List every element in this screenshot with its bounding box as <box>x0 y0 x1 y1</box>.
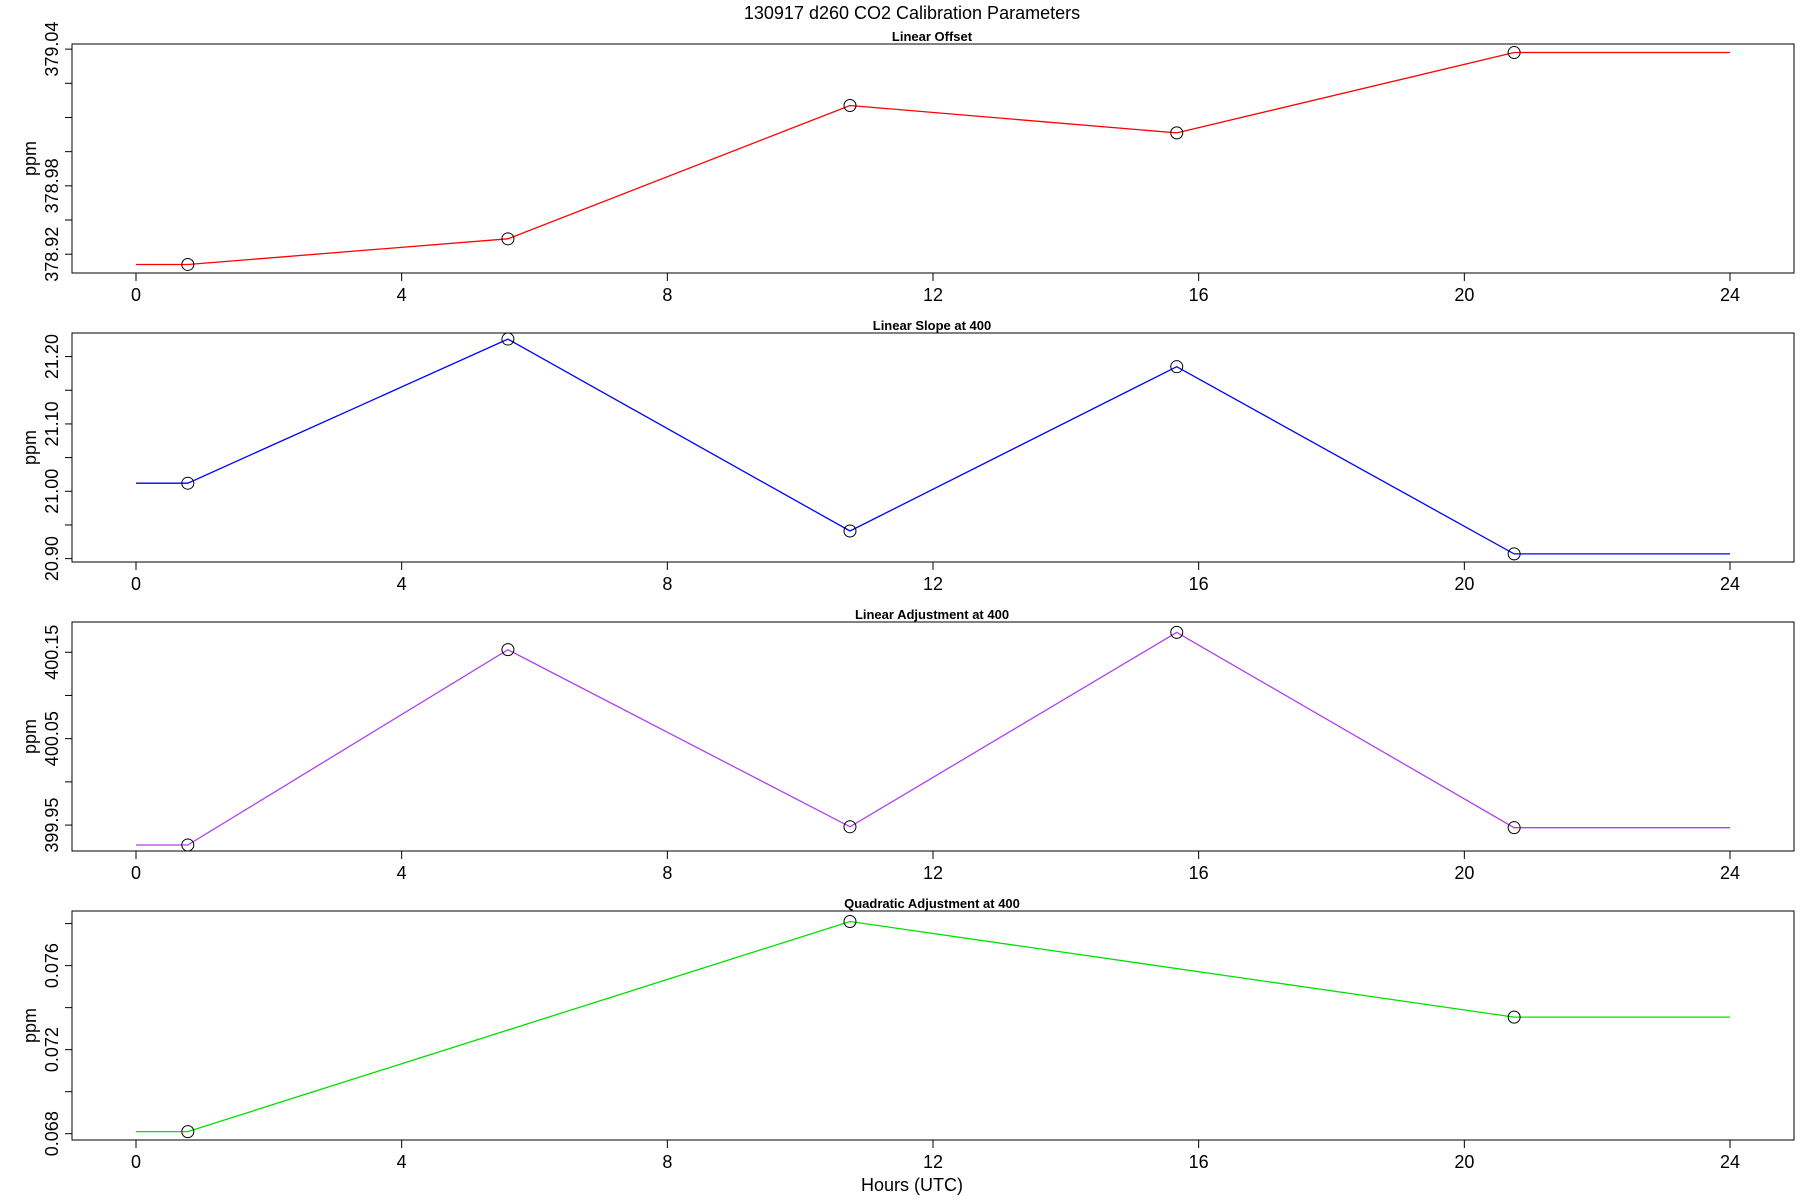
data-point <box>1170 126 1184 140</box>
chart-panel: Linear Offset ppm 0 4 8 12 16 20 24 378.92 378.98 3… <box>20 22 1795 305</box>
y-tick-label: 400.15 <box>42 625 62 680</box>
y-tick-label: 20.90 <box>42 536 62 581</box>
series-line <box>136 51 1730 266</box>
series-line <box>136 631 1730 846</box>
series-line <box>136 920 1730 1133</box>
y-tick-label: 21.20 <box>42 334 62 379</box>
y-axis-title: ppm <box>20 719 40 754</box>
x-tick-label: 24 <box>1720 574 1740 594</box>
y-tick-label: 400.05 <box>42 711 62 766</box>
y-tick-label: 0.076 <box>42 943 62 988</box>
x-tick-label: 12 <box>923 574 943 594</box>
x-tick-label: 20 <box>1454 863 1474 883</box>
x-tick-label: 0 <box>131 574 141 594</box>
data-point <box>501 643 515 657</box>
x-tick-label: 8 <box>662 1152 672 1172</box>
panels: Linear Offset ppm 0 4 8 12 16 20 24 378.92 378.98 3… <box>20 22 1795 1172</box>
x-tick-label: 20 <box>1454 1152 1474 1172</box>
data-point <box>181 257 195 271</box>
data-point <box>501 232 515 246</box>
y-tick-label: 379.04 <box>42 22 62 77</box>
y-tick-label: 378.98 <box>42 158 62 213</box>
y-tick-label: 21.10 <box>42 401 62 446</box>
x-tick-label: 24 <box>1720 1152 1740 1172</box>
data-point <box>1170 625 1184 639</box>
panel-title: Quadratic Adjustment at 400 <box>844 896 1020 911</box>
y-tick-label: 0.072 <box>42 1027 62 1072</box>
x-tick-label: 4 <box>397 863 407 883</box>
x-tick-label: 0 <box>131 1152 141 1172</box>
x-tick-label: 12 <box>923 285 943 305</box>
x-tick-label: 4 <box>397 285 407 305</box>
y-axis-title: ppm <box>20 1008 40 1043</box>
data-point <box>1507 821 1521 835</box>
data-point <box>181 838 195 852</box>
x-axis-title: Hours (UTC) <box>861 1175 963 1195</box>
chart-panel: Linear Adjustment at 400 ppm 0 4 8 12 16 20 24 39… <box>20 607 1795 883</box>
panel-title: Linear Slope at 400 <box>873 318 992 333</box>
figure-title: 130917 d260 CO2 Calibration Parameters <box>744 3 1080 23</box>
x-tick-label: 16 <box>1189 574 1209 594</box>
series-line <box>136 338 1730 555</box>
x-tick-label: 8 <box>662 863 672 883</box>
x-tick-label: 24 <box>1720 863 1740 883</box>
data-point <box>181 476 195 490</box>
y-axis-title: ppm <box>20 430 40 465</box>
chart-panel: Quadratic Adjustment at 400 ppm 0 4 8 12 16 20 2… <box>20 896 1795 1172</box>
x-tick-label: 4 <box>397 574 407 594</box>
plot-frame <box>71 621 1795 852</box>
data-point <box>843 915 857 929</box>
plot-frame <box>71 43 1795 274</box>
data-point <box>1170 360 1184 374</box>
y-tick-label: 0.068 <box>42 1111 62 1156</box>
data-point <box>181 1125 195 1139</box>
data-point <box>843 524 857 538</box>
x-tick-label: 0 <box>131 863 141 883</box>
data-point <box>843 99 857 113</box>
x-tick-label: 0 <box>131 285 141 305</box>
y-tick-label: 399.95 <box>42 798 62 853</box>
x-tick-label: 12 <box>923 1152 943 1172</box>
plot-frame <box>71 332 1795 563</box>
x-tick-label: 8 <box>662 574 672 594</box>
x-tick-label: 16 <box>1189 285 1209 305</box>
data-point <box>1507 1010 1521 1024</box>
y-tick-label: 21.00 <box>42 469 62 514</box>
panel-title: Linear Offset <box>892 29 973 44</box>
x-tick-label: 4 <box>397 1152 407 1172</box>
panel-title: Linear Adjustment at 400 <box>855 607 1009 622</box>
x-tick-label: 16 <box>1189 1152 1209 1172</box>
x-tick-label: 12 <box>923 863 943 883</box>
x-tick-label: 8 <box>662 285 672 305</box>
data-point <box>1507 46 1521 60</box>
x-tick-label: 24 <box>1720 285 1740 305</box>
x-tick-label: 16 <box>1189 863 1209 883</box>
y-tick-label: 378.92 <box>42 227 62 282</box>
x-tick-label: 20 <box>1454 574 1474 594</box>
plot-frame <box>71 910 1795 1141</box>
y-axis-title: ppm <box>20 141 40 176</box>
data-point <box>843 820 857 834</box>
chart-panel: Linear Slope at 400 ppm 0 4 8 12 16 20 24 20.90 21… <box>20 318 1795 594</box>
x-tick-label: 20 <box>1454 285 1474 305</box>
data-point <box>501 332 515 346</box>
data-point <box>1507 547 1521 561</box>
